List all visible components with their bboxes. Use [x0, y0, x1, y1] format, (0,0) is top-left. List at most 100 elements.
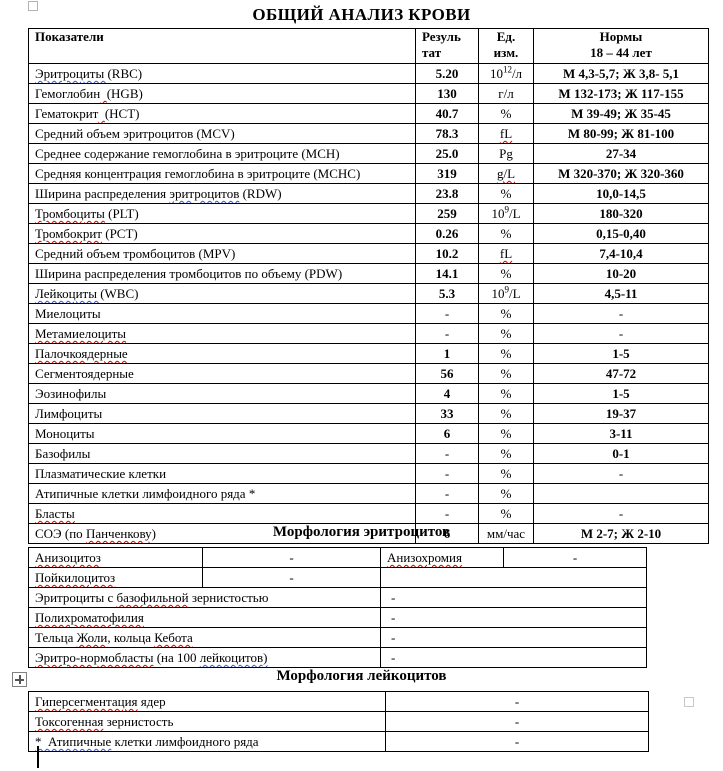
unit-cell[interactable]: % [478, 383, 534, 404]
norm-cell[interactable]: М 132-173; Ж 117-155 [533, 83, 709, 104]
result-cell[interactable]: 319 [415, 163, 479, 184]
indicator-cell[interactable]: Тромбокрит (PCT) [28, 223, 416, 244]
result-cell[interactable]: 259 [415, 203, 479, 224]
result-cell[interactable]: - [415, 303, 479, 324]
unit-cell[interactable]: % [478, 323, 534, 344]
unit-cell[interactable]: % [478, 463, 534, 484]
unit-cell[interactable]: g/L [478, 163, 534, 184]
unit-cell[interactable]: % [478, 183, 534, 204]
result-cell[interactable]: 14.1 [415, 263, 479, 284]
value-cell[interactable]: - [385, 691, 649, 712]
result-cell[interactable]: - [415, 463, 479, 484]
norm-cell[interactable]: 180-320 [533, 203, 709, 224]
unit-cell[interactable]: % [478, 443, 534, 464]
norm-cell[interactable]: 0-1 [533, 443, 709, 464]
table-move-handle-icon[interactable] [12, 672, 27, 687]
section-title-wbc-morphology[interactable]: Морфология лейкоцитов [276, 668, 447, 684]
norm-cell[interactable]: 10,0-14,5 [533, 183, 709, 204]
norm-cell[interactable]: М 320-370; Ж 320-360 [533, 163, 709, 184]
result-cell[interactable]: 56 [415, 363, 479, 384]
result-cell[interactable]: 0.26 [415, 223, 479, 244]
unit-cell[interactable]: % [478, 423, 534, 444]
result-cell[interactable]: 4 [415, 383, 479, 404]
value-cell[interactable]: - [503, 547, 647, 568]
indicator-cell[interactable]: Метамиелоциты [28, 323, 416, 344]
unit-cell[interactable]: % [478, 103, 534, 124]
indicator-cell[interactable]: Сегментоядерные [28, 363, 416, 384]
indicator-cell[interactable]: Средняя концентрация гемоглобина в эритр… [28, 163, 416, 184]
indicator-cell[interactable]: Токсогенная зернистость [28, 711, 386, 732]
norm-cell[interactable]: М 39-49; Ж 35-45 [533, 103, 709, 124]
indicator-cell[interactable]: Пойкилоцитоз [28, 567, 203, 588]
indicator-cell[interactable]: Анизоцитоз [28, 547, 203, 568]
result-cell[interactable]: 130 [415, 83, 479, 104]
header-unit[interactable]: Ед. изм. [478, 28, 534, 64]
norm-cell[interactable]: - [533, 463, 709, 484]
indicator-cell[interactable]: Палочкоядерные [28, 343, 416, 364]
indicator-cell[interactable]: * Атипичные клетки лимфоидного ряда [28, 731, 386, 752]
indicator-cell[interactable]: Гематокрит (HCT) [28, 103, 416, 124]
value-cell[interactable]: - [202, 547, 381, 568]
indicator-cell[interactable]: Тромбоциты (PLT) [28, 203, 416, 224]
indicator-cell[interactable]: Эозинофилы [28, 383, 416, 404]
unit-cell[interactable]: г/л [478, 83, 534, 104]
indicator-cell[interactable]: СОЭ (по Панченкову) [28, 523, 416, 544]
norm-cell[interactable]: 3-11 [533, 423, 709, 444]
norm-cell[interactable]: 10-20 [533, 263, 709, 284]
unit-cell[interactable]: % [478, 303, 534, 324]
indicator-cell[interactable]: Гиперсегментация ядер [28, 691, 386, 712]
value-cell[interactable]: - [380, 587, 647, 608]
result-cell[interactable]: 23.8 [415, 183, 479, 204]
indicator-cell[interactable]: Лейкоциты (WBC) [28, 283, 416, 304]
header-result[interactable]: Резуль тат [415, 28, 479, 64]
result-cell[interactable]: 1 [415, 343, 479, 364]
norm-cell[interactable]: М 4,3-5,7; Ж 3,8- 5,1 [533, 63, 709, 84]
norm-cell[interactable]: 0,15-0,40 [533, 223, 709, 244]
norm-cell[interactable]: 1-5 [533, 343, 709, 364]
indicator-cell[interactable]: Атипичные клетки лимфоидного ряда * [28, 483, 416, 504]
indicator-cell[interactable]: Среднее содержание гемоглобина в эритроц… [28, 143, 416, 164]
result-cell[interactable]: - [415, 323, 479, 344]
indicator-cell[interactable]: Полихроматофилия [28, 607, 381, 628]
indicator-cell[interactable]: Ширина распределения эритроцитов (RDW) [28, 183, 416, 204]
unit-cell[interactable]: % [478, 363, 534, 384]
unit-cell[interactable]: % [478, 483, 534, 504]
indicator-cell[interactable]: Тельца Жоли, кольца Кебота [28, 627, 381, 648]
result-cell[interactable]: 5.20 [415, 63, 479, 84]
value-cell[interactable]: - [202, 567, 381, 588]
indicator-cell[interactable]: Гемоглобин (HGB) [28, 83, 416, 104]
indicator-cell[interactable]: Миелоциты [28, 303, 416, 324]
indicator-cell[interactable]: Лимфоциты [28, 403, 416, 424]
unit-cell[interactable]: % [478, 263, 534, 284]
document-title[interactable]: ОБЩИЙ АНАЛИЗ КРОВИ [252, 5, 471, 24]
value-cell[interactable]: - [380, 627, 647, 648]
result-cell[interactable]: 6 [415, 423, 479, 444]
indicator-cell[interactable]: Моноциты [28, 423, 416, 444]
result-cell[interactable]: 33 [415, 403, 479, 424]
norm-cell[interactable] [533, 483, 709, 504]
result-cell[interactable]: 40.7 [415, 103, 479, 124]
norm-cell[interactable]: - [533, 303, 709, 324]
norm-cell[interactable]: 7,4-10,4 [533, 243, 709, 264]
norm-cell[interactable]: М 2-7; Ж 2-10 [533, 523, 709, 544]
indicator-cell[interactable]: Плазматические клетки [28, 463, 416, 484]
unit-cell[interactable]: 1012/л [478, 63, 534, 84]
unit-cell[interactable]: 109/L [478, 283, 534, 304]
result-cell[interactable]: 5.3 [415, 283, 479, 304]
indicator-cell[interactable]: Эритро-нормобласты (на 100 лейкоцитов) [28, 647, 381, 668]
value-cell[interactable]: - [380, 607, 647, 628]
header-norms[interactable]: Нормы 18 – 44 лет [533, 28, 709, 64]
norm-cell[interactable]: 47-72 [533, 363, 709, 384]
norm-cell[interactable]: 19-37 [533, 403, 709, 424]
value-cell[interactable]: - [380, 647, 647, 668]
result-cell[interactable]: - [415, 483, 479, 504]
indicator-cell[interactable]: Эритроциты с базофильной зернистостью [28, 587, 381, 608]
value-cell[interactable]: - [385, 711, 649, 732]
unit-cell[interactable]: % [478, 503, 534, 524]
norm-cell[interactable]: 4,5-11 [533, 283, 709, 304]
unit-cell[interactable]: fL [478, 123, 534, 144]
result-cell[interactable]: 10.2 [415, 243, 479, 264]
norm-cell[interactable]: М 80-99; Ж 81-100 [533, 123, 709, 144]
result-cell[interactable]: - [415, 503, 479, 524]
indicator-cell[interactable]: Средний объем эритроцитов (MCV) [28, 123, 416, 144]
